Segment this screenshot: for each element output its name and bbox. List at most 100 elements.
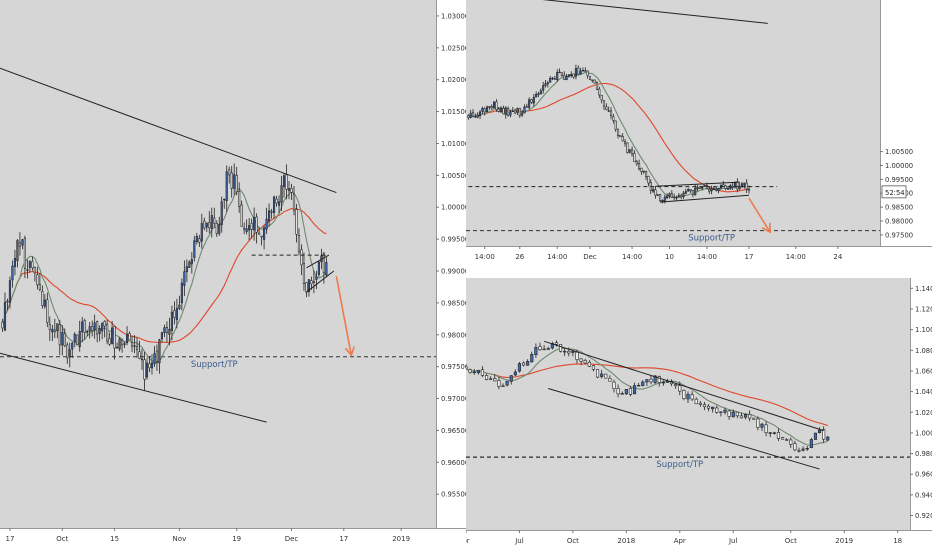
- y-tick-label: 0.98000: [915, 450, 932, 458]
- candle-body: [265, 218, 268, 230]
- candle-body: [58, 324, 61, 346]
- candle-body: [719, 411, 723, 414]
- candle-body: [478, 111, 482, 117]
- candle-body: [726, 188, 730, 190]
- candle-body: [208, 222, 211, 229]
- candle-body: [729, 185, 732, 190]
- weekly-chart[interactable]: Support/TP 1.14000 1.12000 1.10000 1.08000 1.…: [466, 278, 932, 550]
- candle-body: [805, 448, 809, 450]
- candle-body: [612, 381, 616, 389]
- candle-body: [656, 194, 659, 196]
- candle-body: [312, 281, 315, 283]
- x-tick-label: pr: [466, 537, 470, 545]
- candle-body: [616, 388, 620, 395]
- candle-body: [193, 240, 196, 258]
- candle-body: [631, 149, 634, 155]
- candle-body: [546, 348, 550, 350]
- y-tick-label: 1.12000: [915, 305, 932, 313]
- candle-body: [702, 404, 707, 407]
- candle-body: [793, 443, 797, 451]
- candle-body: [717, 188, 720, 191]
- candle-body: [233, 174, 236, 189]
- candle-body: [6, 300, 9, 303]
- candle-body: [300, 249, 303, 266]
- candle-body: [570, 74, 573, 77]
- candle-body: [633, 153, 636, 163]
- trendline: [306, 254, 330, 269]
- candle-body: [317, 261, 320, 275]
- candle-body: [150, 362, 154, 369]
- candle-body: [556, 72, 559, 80]
- candle-body: [785, 439, 789, 441]
- hourly-chart-panel[interactable]: Support/TP1.005001.000000.995000.990000.…: [466, 0, 932, 266]
- candle-body: [652, 188, 655, 192]
- daily-chart-panel[interactable]: Support/TP 1.03000 1.02500 1.02000 1.01500 1.…: [0, 0, 466, 550]
- candle-body: [483, 108, 486, 113]
- candle-body: [668, 193, 671, 197]
- candle-body: [165, 327, 168, 333]
- candle-body: [546, 82, 549, 85]
- daily-chart[interactable]: Support/TP 1.03000 1.02500 1.02000 1.01500 1.…: [0, 0, 466, 550]
- candle-body: [593, 79, 596, 84]
- candle-body: [83, 320, 86, 333]
- candle-body: [583, 360, 587, 364]
- x-tick-label: Jul: [728, 537, 738, 545]
- x-axis-area: [0, 528, 466, 550]
- candle-body: [106, 324, 109, 342]
- x-tick-label: 10: [665, 253, 674, 261]
- candle-body: [493, 101, 496, 108]
- candle-body: [175, 308, 178, 321]
- candle-body: [148, 363, 151, 369]
- candle-body: [190, 259, 193, 265]
- candle-body: [128, 333, 131, 341]
- candle-body: [577, 67, 580, 75]
- x-tick-label: 17: [339, 535, 348, 543]
- candle-body: [260, 235, 263, 238]
- candle-body: [691, 190, 694, 195]
- candle-body: [710, 188, 713, 192]
- candle-body: [78, 331, 81, 348]
- y-axis-area: [910, 278, 932, 550]
- y-tick-label: 1.02500: [441, 44, 466, 52]
- candle-body: [647, 176, 650, 184]
- candle-body: [626, 142, 629, 153]
- candle-body: [701, 186, 704, 189]
- weekly-chart-panel[interactable]: Support/TP 1.14000 1.12000 1.10000 1.08000 1.…: [466, 278, 932, 550]
- candle-body: [467, 115, 470, 118]
- candle-body: [628, 388, 633, 395]
- candle-body: [698, 402, 702, 405]
- x-tick-label: Dec: [583, 253, 597, 261]
- candle-body: [81, 321, 84, 333]
- y-tick-label: 1.00500: [441, 172, 466, 180]
- arrow-head: [344, 346, 355, 357]
- candle-body: [715, 189, 718, 191]
- hourly-chart[interactable]: Support/TP1.005001.000000.995000.990000.…: [466, 0, 932, 266]
- candle-body: [484, 375, 489, 380]
- x-tick-label: 2019: [392, 535, 410, 543]
- candle-body: [103, 320, 106, 327]
- candle-body: [116, 346, 119, 349]
- candle-body: [46, 299, 49, 323]
- x-tick-label: Oct: [56, 535, 68, 543]
- y-tick-label: 1.02000: [441, 76, 466, 84]
- candle-body: [180, 282, 183, 304]
- candle-body: [183, 271, 186, 286]
- candle-body: [532, 96, 535, 104]
- candle-body: [641, 381, 645, 386]
- candle-body: [86, 330, 89, 333]
- y-tick-label: 0.92000: [915, 512, 932, 520]
- candle-body: [225, 171, 228, 201]
- candle-body: [135, 346, 139, 351]
- x-tick-label: Jul: [514, 537, 524, 545]
- candle-body: [255, 216, 258, 233]
- candle-body: [789, 439, 793, 445]
- candle-body: [764, 424, 768, 433]
- candle-body: [591, 365, 596, 370]
- arrow-head: [761, 222, 771, 234]
- candle-body: [579, 358, 583, 362]
- candle-body: [554, 342, 559, 345]
- candle-body: [476, 369, 480, 374]
